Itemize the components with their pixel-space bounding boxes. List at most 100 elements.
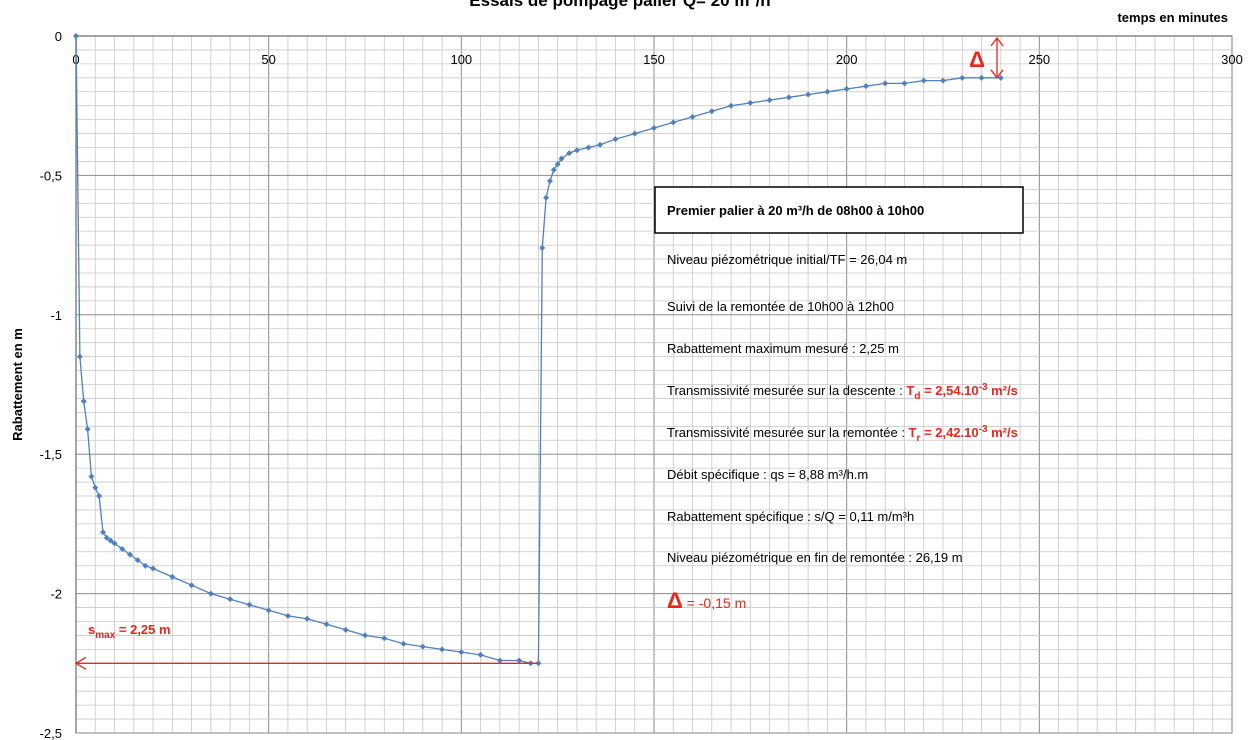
- data-point: [708, 108, 715, 115]
- y-tick-label: 0: [55, 29, 62, 44]
- delta-arrow-head-bottom: [990, 69, 1004, 79]
- smax-label: smax = 2,25 m: [88, 622, 171, 641]
- info-line: Suivi de la remontée de 10h00 à 12h00: [667, 299, 894, 314]
- x-axis-label: temps en minutes: [1117, 10, 1228, 25]
- data-point: [188, 582, 195, 589]
- data-point: [585, 144, 592, 151]
- series: [73, 33, 1004, 667]
- x-tick-label: 200: [836, 52, 858, 67]
- data-point: [477, 651, 484, 658]
- y-axis-label: Rabattement en m: [10, 328, 25, 441]
- data-point: [747, 99, 754, 106]
- data-point: [142, 562, 149, 569]
- data-point: [558, 155, 565, 162]
- data-point: [103, 534, 110, 541]
- data-point: [566, 150, 573, 157]
- data-point: [207, 590, 214, 597]
- data-point: [150, 565, 157, 572]
- info-line: Niveau piézométrique initial/TF = 26,04 …: [667, 252, 907, 267]
- info-line: Rabattement spécifique : s/Q = 0,11 m/m³…: [667, 509, 914, 524]
- info-line: Transmissivité mesurée sur la remontée :…: [667, 424, 1018, 444]
- y-tick-label: -1,5: [40, 447, 62, 462]
- data-point: [400, 640, 407, 647]
- data-point: [126, 551, 133, 558]
- data-point: [920, 77, 927, 84]
- data-point: [92, 484, 99, 491]
- data-point: [76, 353, 83, 360]
- data-point: [573, 147, 580, 154]
- data-point: [458, 649, 465, 656]
- delta-line: Δ = -0,15 m: [667, 588, 746, 613]
- data-point: [862, 83, 869, 90]
- x-tick-label: 50: [261, 52, 275, 67]
- y-tick-label: -2,5: [40, 726, 62, 740]
- data-point: [304, 615, 311, 622]
- x-tick-label: 300: [1221, 52, 1243, 67]
- axes: [75, 35, 1233, 734]
- data-point: [496, 657, 503, 664]
- data-point: [597, 141, 604, 148]
- data-point: [543, 194, 550, 201]
- data-point: [689, 113, 696, 120]
- info-box-title: Premier palier à 20 m³/h de 08h00 à 10h0…: [667, 203, 924, 218]
- data-point: [227, 596, 234, 603]
- data-point: [882, 80, 889, 87]
- data-point: [246, 601, 253, 608]
- info-line: Transmissivité mesurée sur la descente :…: [667, 382, 1018, 402]
- info-line: Rabattement maximum mesuré : 2,25 m: [667, 341, 899, 356]
- data-point: [997, 74, 1004, 81]
- data-point: [612, 136, 619, 143]
- delta-symbol: Δ: [969, 47, 985, 72]
- data-point: [342, 626, 349, 633]
- smax-arrow-head: [74, 656, 87, 670]
- data-point: [99, 529, 106, 536]
- annotations: Premier palier à 20 m³/h de 08h00 à 10h0…: [74, 36, 1024, 670]
- data-point: [805, 91, 812, 98]
- data-point: [96, 493, 103, 500]
- data-point: [978, 74, 985, 81]
- data-point: [940, 77, 946, 84]
- data-point: [84, 426, 91, 433]
- data-point: [670, 119, 677, 126]
- data-point: [419, 643, 426, 650]
- data-point: [766, 97, 773, 104]
- titles: Essais de pompage palier Q= 20 m3/h temps…: [10, 0, 1228, 441]
- data-point: [550, 166, 557, 173]
- x-tick-label: 150: [643, 52, 665, 67]
- data-point: [284, 612, 291, 619]
- data-point: [73, 33, 79, 39]
- data-point: [546, 177, 553, 184]
- data-point: [843, 85, 850, 92]
- data-point: [265, 607, 272, 614]
- data-point: [554, 161, 561, 168]
- data-point: [901, 80, 908, 87]
- data-point: [651, 125, 657, 132]
- chart-title: Essais de pompage palier Q= 20 m3/h: [469, 0, 770, 10]
- data-point: [959, 74, 966, 81]
- data-point: [111, 540, 118, 547]
- info-line: Débit spécifique : qs = 8,88 m³/h.m: [667, 467, 868, 482]
- data-point: [539, 244, 546, 251]
- x-tick-label: 250: [1028, 52, 1050, 67]
- info-line: Niveau piézométrique en fin de remontée …: [667, 550, 963, 565]
- data-point: [323, 621, 330, 628]
- data-point: [134, 557, 141, 564]
- data-point: [169, 573, 176, 580]
- x-tick-label: 100: [450, 52, 472, 67]
- data-point: [119, 545, 126, 552]
- data-point: [785, 94, 792, 101]
- data-point: [362, 632, 368, 639]
- data-point: [516, 657, 523, 664]
- data-point: [824, 88, 831, 95]
- data-point: [728, 102, 735, 109]
- info-box: [654, 186, 1024, 234]
- y-tick-label: -1: [50, 308, 62, 323]
- data-point: [439, 646, 446, 653]
- data-point: [80, 398, 87, 405]
- data-point: [631, 130, 638, 137]
- grid: [75, 35, 1233, 734]
- y-tick-label: -2: [50, 587, 62, 602]
- delta-arrow-head-top: [990, 36, 1004, 47]
